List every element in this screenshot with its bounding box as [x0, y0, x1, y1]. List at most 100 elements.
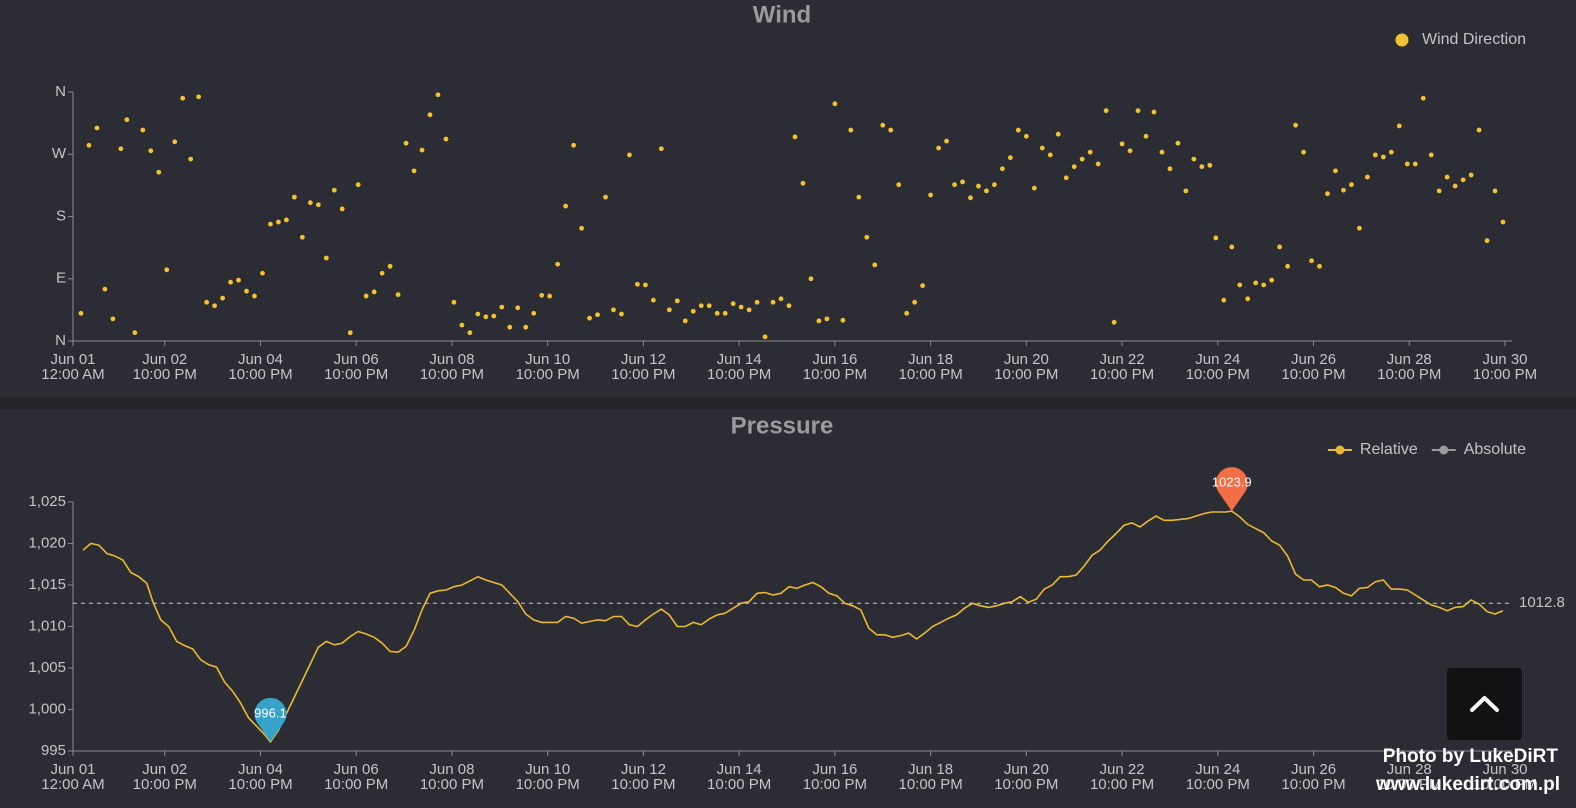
x-tick-label: 10:00 PM	[1186, 776, 1250, 793]
wind-point	[459, 322, 465, 328]
x-tick-label: Jun 28	[1387, 351, 1432, 368]
wind-point	[856, 194, 862, 200]
wind-point	[1143, 133, 1149, 139]
x-tick-label: 10:00 PM	[420, 776, 484, 793]
x-tick-label: 12:00 AM	[41, 366, 104, 383]
wind-point	[411, 168, 417, 174]
wind-point	[1199, 164, 1205, 170]
wind-point	[499, 304, 505, 310]
wind-point	[1500, 219, 1506, 225]
wind-point	[1277, 244, 1283, 250]
wind-point	[706, 303, 712, 309]
wind-point	[547, 293, 553, 299]
y-tick-label: N	[55, 83, 66, 100]
wind-point	[435, 92, 441, 98]
wind-point	[1207, 162, 1213, 168]
x-tick-label: 10:00 PM	[1090, 366, 1154, 383]
wind-point	[1460, 177, 1466, 183]
wind-point	[762, 334, 768, 340]
wind-point	[363, 293, 369, 299]
x-tick-label: Jun 30	[1482, 351, 1527, 368]
x-tick-label: 10:00 PM	[1186, 366, 1250, 383]
wind-point	[94, 125, 100, 131]
y-tick-label: 1,015	[28, 576, 66, 593]
x-tick-label: Jun 10	[525, 761, 570, 778]
x-tick-label: Jun 06	[334, 351, 379, 368]
x-tick-label: 10:00 PM	[1281, 776, 1345, 793]
wind-point	[1023, 133, 1029, 139]
wind-point	[467, 330, 473, 336]
x-tick-label: Jun 01	[50, 761, 95, 778]
y-tick-label: N	[55, 332, 66, 349]
x-tick-label: 10:00 PM	[707, 366, 771, 383]
wind-point	[124, 117, 130, 123]
wind-point	[291, 194, 297, 200]
wind-point	[587, 315, 592, 321]
wind-point	[824, 316, 830, 322]
wind-point	[555, 261, 561, 267]
x-tick-label: Jun 30	[1482, 761, 1527, 778]
wind-point	[1119, 141, 1125, 147]
wind-point	[1007, 155, 1013, 161]
wind-point	[1269, 277, 1275, 283]
wind-point	[475, 311, 481, 317]
wind-point	[730, 301, 736, 307]
back-to-top-button[interactable]	[1447, 668, 1522, 740]
wind-point	[792, 134, 798, 140]
x-tick-label: 10:00 PM	[1377, 776, 1441, 793]
x-tick-label: 10:00 PM	[133, 776, 197, 793]
wind-point	[268, 221, 273, 227]
x-tick-label: Jun 06	[334, 761, 379, 778]
wind-point	[1253, 280, 1259, 286]
wind-point	[164, 267, 170, 273]
wind-point	[102, 286, 108, 292]
wind-point	[228, 279, 233, 285]
wind-point	[1396, 123, 1402, 129]
wind-point	[1039, 145, 1045, 151]
wind-point	[1364, 174, 1370, 180]
wind-point	[1031, 185, 1037, 191]
wind-point	[880, 122, 886, 128]
wind-point	[643, 282, 648, 288]
y-tick-label: 1,010	[28, 617, 66, 634]
min-pin	[254, 697, 287, 742]
x-tick-label: Jun 20	[1004, 761, 1049, 778]
wind-point	[236, 277, 241, 283]
x-tick-label: Jun 10	[525, 351, 570, 368]
x-tick-label: Jun 12	[621, 351, 666, 368]
legend-symbol	[1439, 445, 1449, 455]
wind-point	[443, 136, 449, 142]
wind-point	[992, 182, 997, 188]
wind-point	[1245, 296, 1251, 302]
wind-point	[627, 152, 632, 158]
wind-point	[78, 310, 84, 316]
wind-point	[690, 308, 696, 314]
x-tick-label: Jun 18	[908, 351, 953, 368]
x-tick-label: 10:00 PM	[1090, 776, 1154, 793]
wind-point	[1388, 149, 1394, 155]
legend-label: Wind Direction	[1422, 31, 1526, 48]
wind-point	[355, 182, 361, 188]
x-tick-label: 10:00 PM	[898, 366, 962, 383]
wind-point	[403, 140, 409, 146]
wind-point	[1380, 154, 1386, 160]
wind-point	[110, 316, 116, 322]
wind-point	[714, 310, 720, 316]
wind-point	[571, 142, 577, 148]
wind-point	[140, 127, 146, 133]
watermark: Photo by LukeDiRT	[1383, 746, 1559, 767]
chevron	[1470, 696, 1499, 712]
wind-panel	[0, 0, 1576, 397]
wind-point	[1341, 187, 1346, 193]
wind-point	[682, 318, 688, 324]
y-tick-label: S	[56, 207, 66, 224]
wind-point	[1087, 149, 1093, 155]
wind-point	[928, 192, 934, 198]
wind-point	[188, 156, 194, 162]
wind-point	[323, 255, 329, 261]
x-tick-label: Jun 20	[1004, 351, 1049, 368]
x-tick-label: Jun 24	[1195, 351, 1240, 368]
wind-point	[1151, 109, 1157, 115]
x-tick-label: 10:00 PM	[324, 776, 388, 793]
